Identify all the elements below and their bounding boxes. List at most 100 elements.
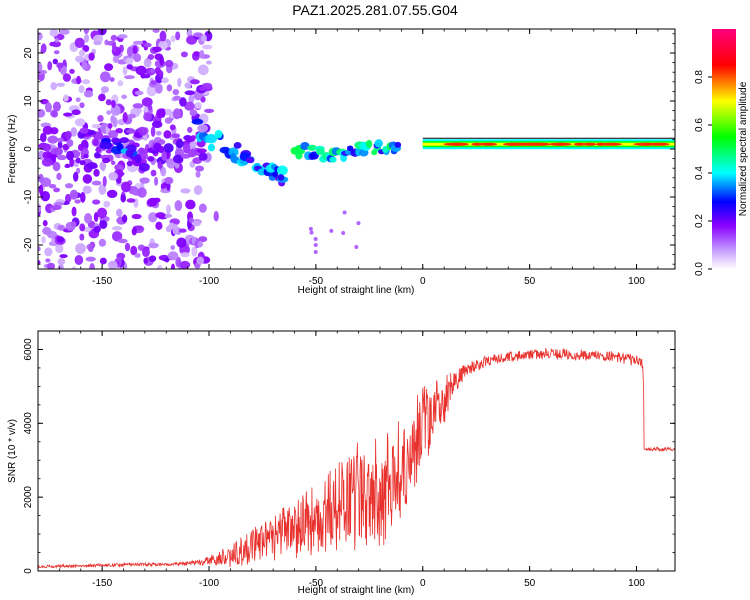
spectral-blob	[121, 181, 131, 193]
spectral-blob	[106, 189, 118, 199]
colorbar-gradient	[712, 29, 736, 269]
spectral-blob	[82, 185, 92, 194]
spectral-blob	[164, 117, 173, 124]
spectral-blob	[38, 32, 43, 41]
spectral-blob	[41, 143, 52, 152]
spectral-blob	[176, 237, 187, 248]
spectral-blob	[38, 150, 45, 160]
spectral-blob	[138, 162, 150, 172]
spectral-blob	[175, 31, 181, 41]
spectral-blob	[124, 242, 131, 252]
spectral-blob	[199, 49, 205, 59]
spectral-blob	[88, 245, 94, 253]
spectral-blob	[108, 130, 119, 139]
spectral-blob	[53, 147, 63, 156]
spectral-blob	[73, 171, 79, 182]
spectral-blob	[111, 137, 121, 144]
colorbar-tick-label: 0.8	[694, 70, 705, 84]
carrier-peak	[582, 142, 597, 146]
spectral-blob	[153, 142, 162, 153]
spectral-blob	[173, 95, 182, 101]
spectral-blob	[131, 213, 142, 220]
spectral-blob	[197, 124, 209, 133]
spectral-blob	[315, 147, 325, 156]
spectral-blob	[83, 33, 90, 43]
spectral-blob	[40, 190, 51, 202]
spectral-blob	[93, 226, 101, 233]
spectral-blob	[79, 233, 85, 241]
spectral-blob	[80, 191, 86, 203]
spectral-blob	[172, 154, 184, 164]
spectral-blob	[42, 220, 48, 227]
spectral-blob	[51, 237, 56, 244]
spectral-blob	[89, 263, 95, 269]
snr-panel: -150 -100 -50 0 50 100 0 2000 4000 6000 Height o…	[7, 330, 676, 596]
colorbar-tick-label: 0.2	[694, 214, 705, 228]
spectral-blob	[57, 137, 64, 143]
spectral-blob	[193, 185, 203, 195]
spectral-blob	[120, 194, 127, 203]
spectral-blob	[313, 242, 318, 247]
spectral-blob	[340, 154, 348, 163]
spectral-blob	[47, 153, 58, 159]
spectral-blob	[167, 251, 179, 261]
spectral-blob	[66, 139, 74, 147]
colorbar-tick-label: 0.6	[694, 118, 705, 132]
spectral-blob	[156, 109, 165, 119]
spectral-blob	[201, 34, 207, 42]
spectral-blob	[77, 143, 84, 152]
spectral-blob	[98, 184, 107, 195]
spectral-blob	[198, 236, 208, 243]
spectral-blob	[141, 97, 153, 107]
spectral-blob	[97, 114, 104, 123]
spectral-blob	[159, 30, 167, 42]
spectral-blob	[83, 29, 90, 35]
x-tick-label: 0	[420, 578, 426, 589]
spectral-blob	[69, 68, 75, 74]
spectral-blob	[39, 132, 47, 143]
spectral-blob	[117, 238, 128, 244]
spectral-blob	[143, 58, 152, 68]
spectral-blob	[140, 159, 148, 164]
x-tick-label: -100	[199, 276, 219, 287]
spectral-blob	[103, 200, 111, 208]
spectral-blob	[192, 220, 201, 227]
carrier-peak	[471, 142, 484, 146]
colorbar-label: Normalized spectral amplitude	[738, 81, 749, 216]
spectral-blob	[99, 142, 106, 149]
carrier-peak	[479, 142, 498, 146]
spectral-blob	[126, 63, 133, 70]
spectral-blob	[147, 156, 155, 162]
spectral-blob	[41, 236, 46, 244]
spectral-blob	[79, 102, 85, 109]
spectral-blob	[169, 124, 176, 131]
spectral-blob	[200, 96, 206, 103]
spectral-blob	[40, 48, 45, 54]
carrier-peak	[648, 142, 670, 146]
snr-background	[38, 331, 675, 571]
spectral-blob	[179, 260, 191, 269]
spectral-blob	[365, 139, 373, 149]
spectral-blob	[187, 148, 197, 158]
spectral-blob	[102, 176, 107, 187]
spectral-blob	[105, 99, 112, 106]
spectral-blob	[111, 160, 116, 166]
spectral-blob	[109, 77, 115, 82]
spectral-blob	[54, 37, 59, 43]
spectral-blob	[170, 245, 176, 251]
carrier-peak	[449, 142, 468, 146]
spectral-blob	[188, 217, 194, 223]
spectral-blob	[85, 256, 96, 262]
spectral-blob	[130, 245, 138, 256]
spectral-blob	[108, 172, 119, 181]
carrier-peak	[552, 142, 572, 146]
spectral-blob	[193, 32, 203, 38]
x-tick-label: -150	[92, 578, 112, 589]
spectral-blob	[46, 262, 56, 269]
y-tick-label: 4000	[23, 412, 34, 435]
spectral-blob	[180, 252, 190, 258]
spectral-blob	[341, 231, 346, 236]
spectral-blob	[157, 264, 163, 269]
spectral-blob	[309, 230, 314, 235]
